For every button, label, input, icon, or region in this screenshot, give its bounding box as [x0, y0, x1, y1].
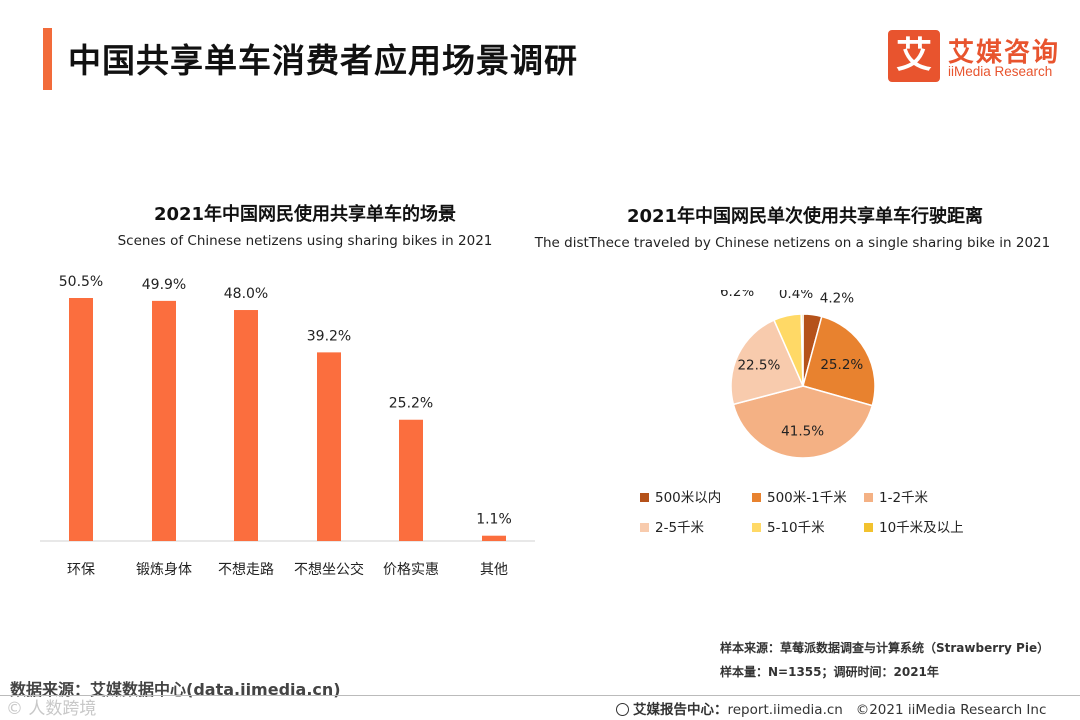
pie-value-label-3: 22.5%	[737, 358, 780, 374]
footer-divider	[0, 695, 1080, 696]
bar-category-label-2: 不想走路	[218, 562, 274, 578]
legend-item-3: 2-5千米	[640, 518, 704, 538]
pie-value-label-0: 4.2%	[820, 291, 854, 307]
bar-value-label-4: 25.2%	[389, 396, 433, 412]
legend-item-1: 500米-1千米	[752, 488, 847, 508]
legend-item-2: 1-2千米	[864, 488, 928, 508]
pie-chart-title: 2021年中国网民单次使用共享单车行驶距离	[626, 206, 984, 227]
bar-value-label-0: 50.5%	[59, 274, 103, 290]
pie-value-label-5: 0.4%	[779, 290, 813, 302]
pie-chart: 4.2% 25.2% 41.5% 22.5% 6.2% 0.4%	[720, 290, 876, 459]
bar-value-label-5: 1.1%	[476, 512, 512, 528]
pie-value-label-1: 25.2%	[820, 357, 863, 373]
title-accent-bar	[43, 28, 52, 90]
logo-en-text: iiMedia Research	[948, 64, 1053, 79]
legend-swatch-1	[752, 492, 761, 502]
pie-value-label-2: 41.5%	[781, 424, 824, 440]
bar-4	[399, 419, 423, 541]
report-center-label: 艾媒报告中心：	[633, 702, 728, 718]
legend-item-0: 500米以内	[640, 488, 721, 508]
legend-item-4: 5-10千米	[752, 518, 825, 538]
legend-swatch-4	[752, 522, 761, 532]
legend-label-1: 500米-1千米	[767, 490, 847, 506]
bar-chart-subtitle: Scenes of Chinese netizens using sharing…	[117, 233, 493, 249]
legend-label-5: 10千米及以上	[879, 520, 964, 536]
bar-5	[482, 535, 506, 541]
bar-category-label-4: 价格实惠	[383, 562, 439, 578]
page-title: 中国共享单车消费者应用场景调研	[68, 41, 578, 80]
copyright: ©2021 iiMedia Research Inc	[855, 702, 1047, 718]
logo-cn-text: 艾媒咨询	[948, 38, 1061, 68]
pie-slice-3	[730, 319, 805, 406]
bar-category-label-3: 不想坐公交	[294, 561, 364, 578]
legend-swatch-0	[640, 492, 649, 502]
legend-label-0: 500米以内	[655, 490, 722, 506]
pie-value-label-4: 6.2%	[720, 290, 754, 300]
legend-swatch-5	[864, 522, 873, 532]
footer-info: 艾媒报告中心：report.iimedia.cn ©2021 iiMedia R…	[616, 698, 1046, 718]
bar-0	[69, 298, 93, 541]
bar-category-label-1: 锻炼身体	[136, 562, 192, 578]
bar-1	[152, 300, 176, 541]
sample-size-note: 样本量：N=1355；调研时间：2021年	[720, 665, 939, 679]
bar-value-label-1: 49.9%	[142, 277, 186, 293]
bar-2	[234, 310, 258, 541]
pie-slice-2	[732, 385, 874, 459]
legend-label-3: 2-5千米	[655, 520, 705, 536]
iimedia-logo: 艾 艾媒咨询 iiMedia Research	[888, 30, 1068, 84]
pie-slice-1	[802, 315, 876, 407]
legend-label-4: 5-10千米	[767, 520, 825, 536]
data-source: 数据来源：艾媒数据中心(data.iimedia.cn)	[10, 680, 341, 699]
bar-value-label-3: 39.2%	[307, 328, 351, 344]
watermark: © 人数跨境	[6, 699, 97, 719]
globe-icon	[616, 702, 629, 716]
logo-mark: 艾	[888, 30, 940, 82]
pie-slice-5	[800, 313, 804, 387]
bar-chart: 50.5% 环保 49.9% 锻炼身体 48.0% 不想走路 39.2% 不想坐公交 25.2%…	[40, 274, 535, 578]
bar-value-label-2: 48.0%	[224, 286, 268, 302]
bar-category-label-0: 环保	[67, 562, 95, 578]
legend-item-5: 10千米及以上	[864, 518, 964, 538]
legend-swatch-2	[864, 492, 873, 502]
bar-chart-title: 2021年中国网民使用共享单车的场景	[153, 204, 457, 225]
legend-swatch-3	[640, 522, 649, 532]
legend-label-2: 1-2千米	[879, 490, 929, 506]
bar-3	[317, 352, 341, 541]
bar-category-label-5: 其他	[480, 562, 508, 578]
pie-chart-subtitle: The distThece traveled by Chinese netize…	[534, 235, 1051, 251]
report-url-link[interactable]: report.iimedia.cn	[727, 702, 843, 718]
sample-source-note: 样本来源：草莓派数据调查与计算系统（Strawberry Pie）	[720, 641, 1050, 655]
